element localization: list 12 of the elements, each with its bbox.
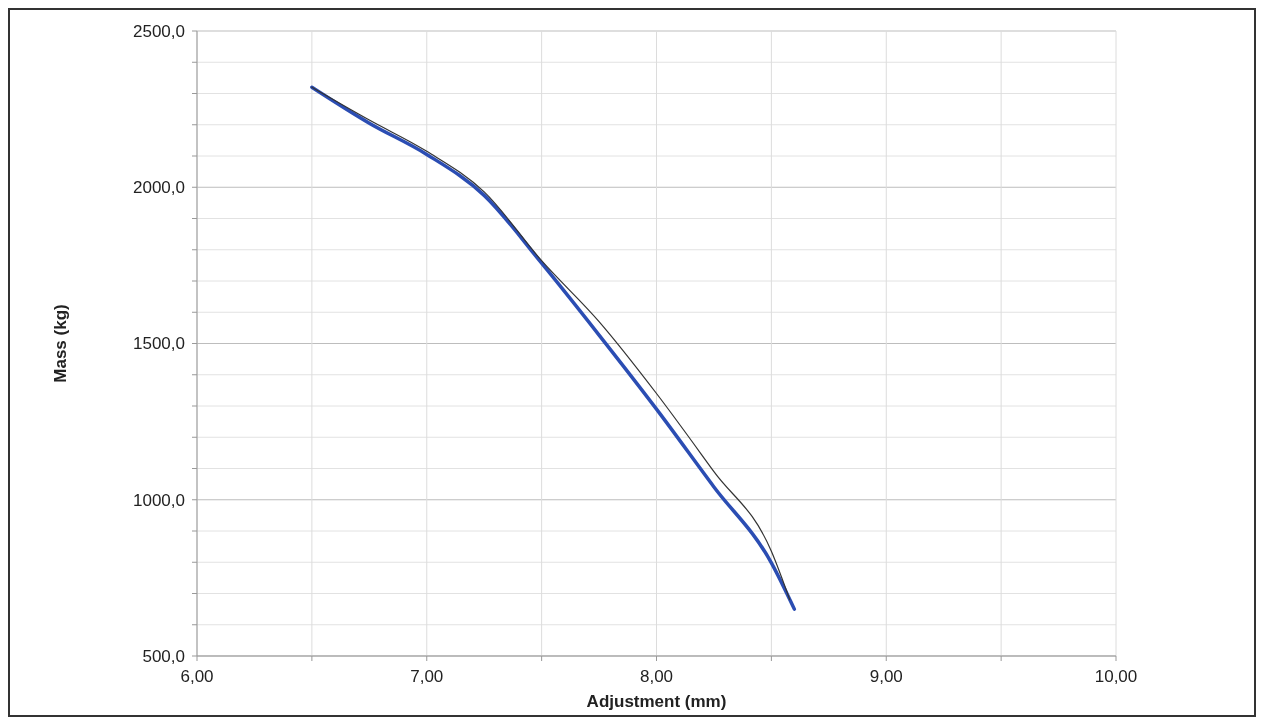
y-tick-label: 500,0	[142, 646, 185, 666]
x-tick-label: 6,00	[180, 667, 214, 686]
x-tick-label: 8,00	[639, 667, 674, 686]
y-tick-label: 2000,0	[133, 178, 185, 198]
y-tick-label: 2500,0	[133, 21, 185, 41]
x-tick-label: 7,00	[410, 667, 444, 686]
x-axis-title: Adjustment (mm)	[586, 692, 727, 711]
y-axis-title: Mass (kg)	[51, 304, 70, 383]
x-tick-label: 10,00	[1094, 667, 1138, 686]
y-tick-label: 1000,0	[133, 490, 185, 510]
x-tick-label: 9,00	[869, 667, 903, 686]
y-tick-label: 1500,0	[133, 334, 185, 354]
